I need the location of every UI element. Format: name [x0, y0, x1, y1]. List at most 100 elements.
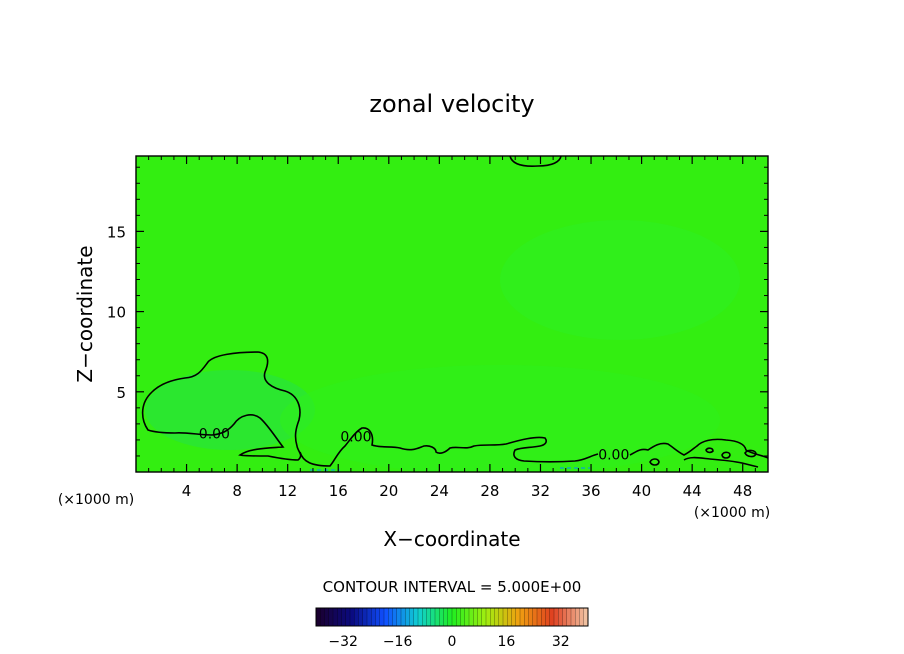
- colorbar-segment: [494, 608, 500, 626]
- colorbar: [315, 607, 589, 627]
- y-axis-ticks: 5 10 15: [107, 166, 768, 457]
- colorbar-segment: [447, 608, 453, 626]
- x-tick-label: 32: [531, 482, 550, 500]
- y-tick-label: 5: [116, 384, 126, 402]
- colorbar-segment: [554, 608, 559, 626]
- contour-bottom-chain: [299, 427, 599, 467]
- colorbar-segment: [435, 608, 440, 626]
- y-tick-label: 15: [107, 223, 126, 241]
- colorbar-segment: [362, 608, 368, 626]
- colorbar-segment: [345, 608, 351, 626]
- colorbar-segment: [418, 608, 423, 626]
- field-shading: [145, 220, 740, 472]
- colorbar-segment: [507, 608, 512, 626]
- colorbar-segment: [541, 608, 546, 626]
- colorbar-segment: [396, 608, 402, 626]
- x-tick-label: 8: [232, 482, 242, 500]
- colorbar-segment: [413, 608, 419, 626]
- x-tick-label: 24: [430, 482, 449, 500]
- y-tick-label: 10: [107, 304, 126, 322]
- colorbar-tick-label: 16: [497, 634, 515, 650]
- colorbar-segment: [579, 608, 585, 626]
- colorbar-segment: [379, 608, 385, 626]
- x-tick-label: 48: [733, 482, 752, 500]
- colorbar-segment: [464, 608, 470, 626]
- shade-patch: [145, 370, 315, 450]
- colorbar-segment: [371, 608, 376, 626]
- colorbar-segment: [490, 608, 495, 626]
- colorbar-segment: [439, 608, 444, 626]
- x-axis-label: X−coordinate: [383, 527, 520, 551]
- shade-patch: [500, 220, 740, 340]
- colorbar-segment: [511, 608, 517, 626]
- colorbar-segment: [452, 608, 457, 626]
- colorbar-segment: [575, 608, 580, 626]
- colorbar-segment: [532, 608, 538, 626]
- colorbar-segment: [367, 608, 372, 626]
- x-tick-label: 20: [379, 482, 398, 500]
- colorbar-segment: [545, 608, 551, 626]
- contour-label: 0.00: [199, 427, 230, 443]
- colorbar-segment: [426, 608, 432, 626]
- colorbar-segment: [384, 608, 389, 626]
- colorbar-segment: [401, 608, 406, 626]
- colorbar-segment: [549, 608, 555, 626]
- colorbar-segment: [341, 608, 347, 626]
- colorbar-segment: [481, 608, 487, 626]
- x-tick-label: 4: [182, 482, 192, 500]
- colorbar-segment: [320, 608, 325, 626]
- colorbar-segment: [473, 608, 478, 626]
- colorbar-segment: [558, 608, 563, 626]
- colorbar-segment: [571, 608, 576, 626]
- colorbar-tick-label: 0: [448, 634, 457, 650]
- colorbar-segment: [422, 608, 427, 626]
- x-tick-label: 16: [329, 482, 348, 500]
- colorbar-segment: [469, 608, 474, 626]
- x-unit-label-left: (×1000 m): [58, 492, 134, 508]
- colorbar-segment: [337, 608, 342, 626]
- colorbar-segment: [524, 608, 529, 626]
- colorbar-segment: [405, 608, 410, 626]
- x-tick-label: 28: [480, 482, 499, 500]
- contour-label: 0.00: [598, 447, 629, 463]
- colorbar-segment: [375, 608, 381, 626]
- colorbar-segment: [443, 608, 449, 626]
- chart-title: zonal velocity: [369, 90, 534, 118]
- contour-small-loop: [744, 449, 757, 458]
- colorbar-segment: [520, 608, 525, 626]
- x-tick-label: 36: [581, 482, 600, 500]
- colorbar-segment: [486, 608, 491, 626]
- contour-right-region: [629, 438, 768, 459]
- colorbar-segment: [562, 608, 568, 626]
- colorbar-segment: [333, 608, 338, 626]
- colorbar-segment: [350, 608, 355, 626]
- contour-small-loop: [721, 451, 731, 459]
- colorbar-ticks: −32 −16 0 16 32: [328, 634, 569, 650]
- colorbar-segment: [316, 608, 321, 626]
- colorbar-tick-label: −16: [383, 634, 413, 650]
- colorbar-segment: [498, 608, 504, 626]
- contour-label: 0.00: [340, 430, 371, 446]
- colorbar-segment: [537, 608, 542, 626]
- colorbar-segment: [566, 608, 572, 626]
- colorbar-segment: [515, 608, 521, 626]
- x-tick-label: 44: [683, 482, 702, 500]
- contour-small-loop: [705, 447, 714, 454]
- colorbar-segment: [583, 608, 589, 626]
- contour-bottom-dash: [310, 467, 590, 471]
- x-unit-label-right: (×1000 m): [694, 505, 770, 521]
- shade-patch: [280, 365, 720, 472]
- colorbar-segment: [528, 608, 534, 626]
- colorbar-segment: [328, 608, 334, 626]
- colorbar-segment: [477, 608, 483, 626]
- colorbar-frame: [315, 607, 589, 627]
- contour-right-loop: [683, 456, 759, 468]
- colorbar-tick-label: 32: [552, 634, 570, 650]
- colorbar-segment: [460, 608, 466, 626]
- x-axis-ticks: 4 8 12 16 20 24 28 32 36 40 44 48: [148, 156, 756, 500]
- x-tick-label: 12: [278, 482, 297, 500]
- x-tick-label: 40: [632, 482, 651, 500]
- colorbar-segment: [358, 608, 364, 626]
- contour-labels: 0.00 0.00 0.00: [199, 427, 630, 464]
